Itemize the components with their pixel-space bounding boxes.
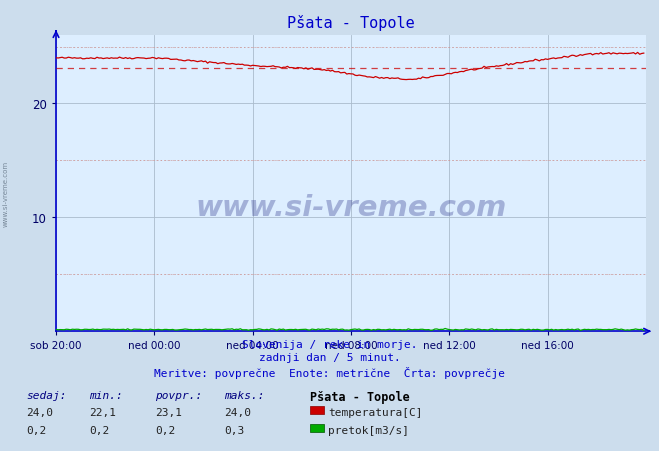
- Text: sedaj:: sedaj:: [26, 390, 67, 400]
- Text: www.si-vreme.com: www.si-vreme.com: [2, 161, 9, 227]
- Text: 0,2: 0,2: [26, 425, 47, 435]
- Text: 0,2: 0,2: [155, 425, 175, 435]
- Text: temperatura[C]: temperatura[C]: [328, 407, 422, 417]
- Text: www.si-vreme.com: www.si-vreme.com: [195, 193, 507, 221]
- Text: Pšata - Topole: Pšata - Topole: [310, 390, 409, 403]
- Text: 24,0: 24,0: [26, 407, 53, 417]
- Text: maks.:: maks.:: [224, 390, 264, 400]
- Text: min.:: min.:: [89, 390, 123, 400]
- Title: Pšata - Topole: Pšata - Topole: [287, 15, 415, 31]
- Text: povpr.:: povpr.:: [155, 390, 202, 400]
- Text: Slovenija / reke in morje.: Slovenija / reke in morje.: [242, 339, 417, 349]
- Text: Meritve: povprečne  Enote: metrične  Črta: povprečje: Meritve: povprečne Enote: metrične Črta:…: [154, 366, 505, 378]
- Text: 24,0: 24,0: [224, 407, 251, 417]
- Text: 22,1: 22,1: [89, 407, 116, 417]
- Text: zadnji dan / 5 minut.: zadnji dan / 5 minut.: [258, 353, 401, 363]
- Text: 0,3: 0,3: [224, 425, 244, 435]
- Text: pretok[m3/s]: pretok[m3/s]: [328, 425, 409, 435]
- Text: 0,2: 0,2: [89, 425, 109, 435]
- Text: 23,1: 23,1: [155, 407, 182, 417]
